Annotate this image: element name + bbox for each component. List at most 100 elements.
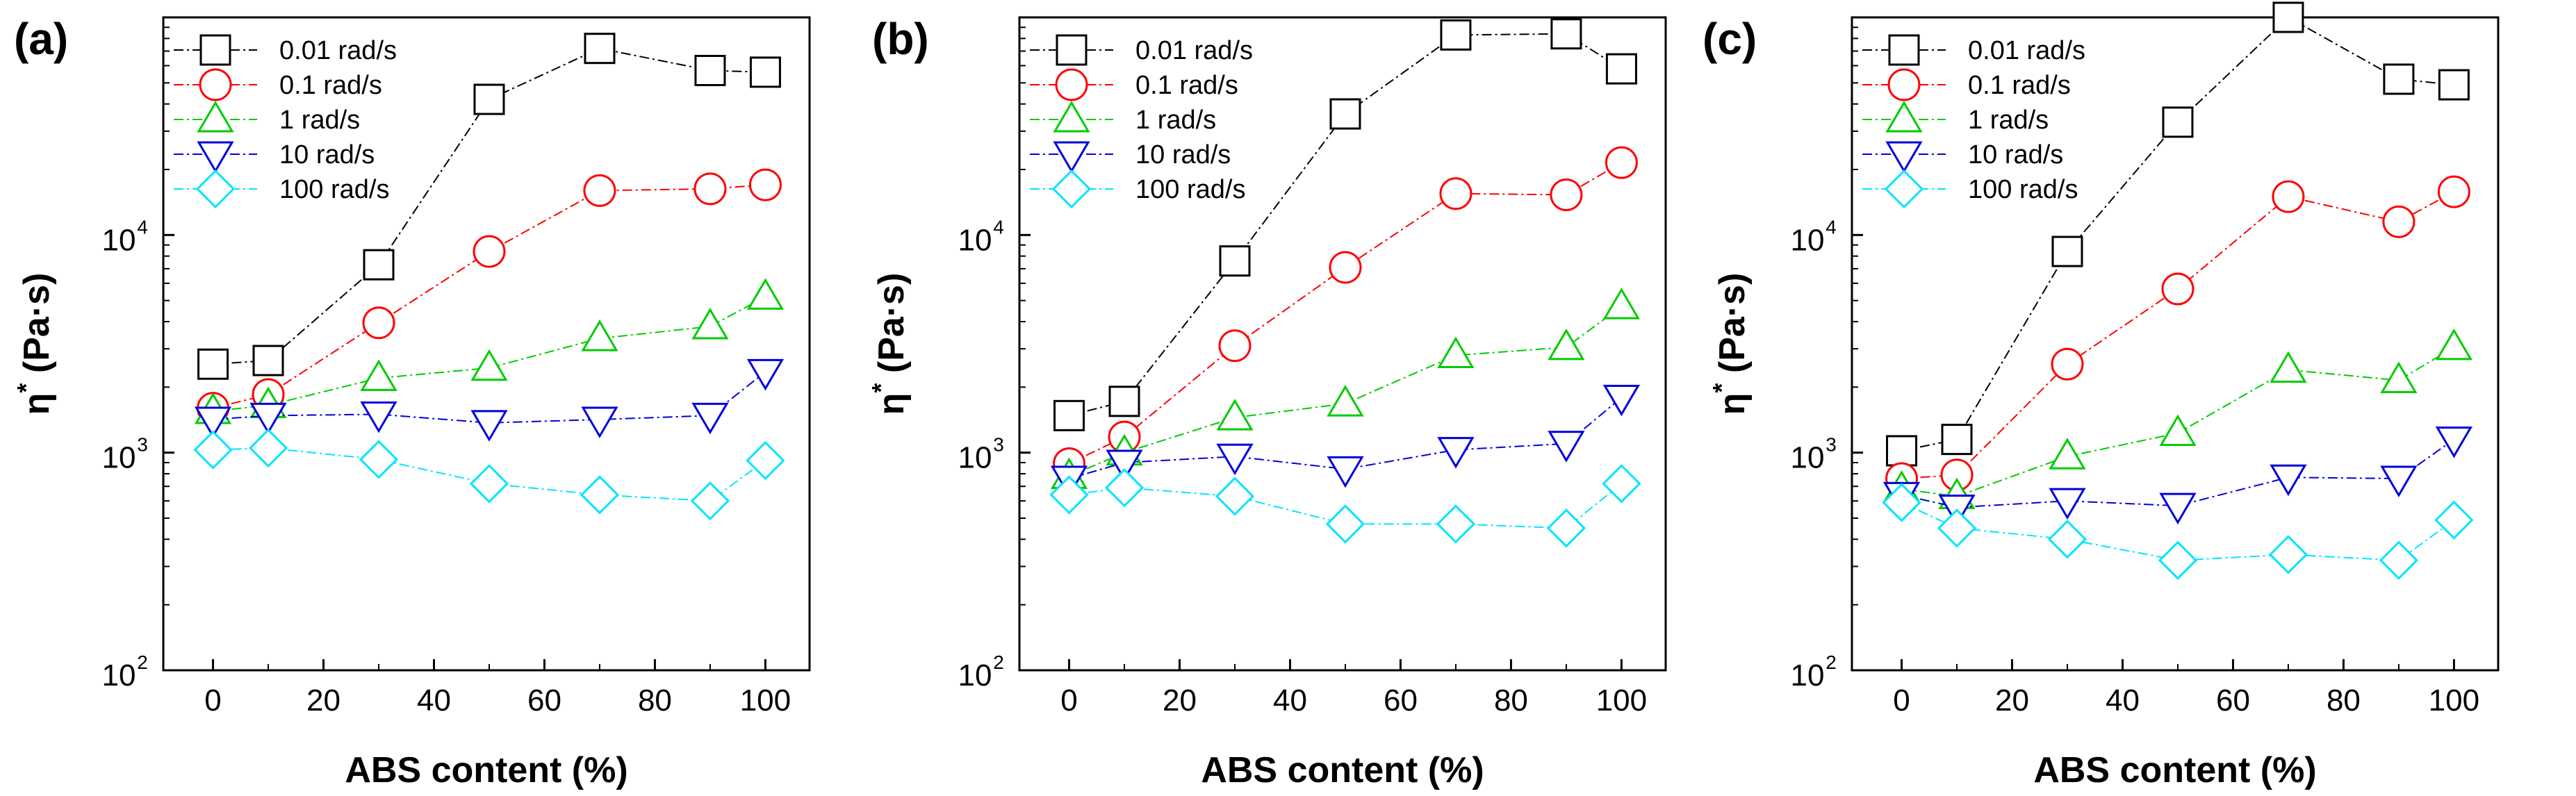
- series-triangle-up: [194, 278, 785, 424]
- y-tick-exponent: 3: [993, 434, 1004, 456]
- data-point: [2268, 535, 2308, 574]
- data-point: [1329, 98, 1361, 130]
- series-triangle-down: [1050, 384, 1641, 497]
- data-point: [691, 308, 729, 340]
- legend-entry: 100 rad/s: [174, 169, 389, 209]
- legend-entry: 10 rad/s: [1030, 140, 1231, 173]
- x-tick-label: 80: [638, 683, 672, 718]
- x-tick-label: 20: [1995, 683, 2029, 718]
- y-axis-title: η* (Pa·s): [1707, 273, 1753, 415]
- legend-label: 100 rad/s: [279, 175, 389, 204]
- legend-marker: [1885, 101, 1923, 133]
- data-point: [2270, 351, 2307, 383]
- data-point: [1436, 504, 1476, 544]
- data-point: [1325, 504, 1365, 544]
- data-point: [2158, 540, 2198, 580]
- x-tick-label: 0: [204, 683, 221, 718]
- data-point: [1053, 399, 1085, 431]
- legend-entry: 1 rad/s: [1030, 101, 1216, 135]
- y-tick-base: 10: [958, 223, 992, 257]
- legend-marker: [1887, 68, 1921, 101]
- x-tick-label: 0: [1060, 683, 1077, 718]
- data-point: [691, 402, 729, 435]
- data-point: [2162, 106, 2194, 138]
- legend-label: 10 rad/s: [279, 140, 375, 169]
- data-point: [1216, 399, 1254, 431]
- x-tick-label: 60: [527, 683, 561, 718]
- y-tick-label: 10 2: [102, 652, 148, 693]
- data-point: [746, 358, 785, 391]
- data-point: [2049, 438, 2086, 470]
- legend-marker: [197, 101, 234, 133]
- y-tick-base: 10: [958, 441, 992, 475]
- x-tick-label: 20: [306, 683, 341, 718]
- data-point: [2382, 205, 2415, 238]
- legend-label: 1 rad/s: [1135, 106, 1216, 135]
- data-point: [1602, 384, 1641, 417]
- y-axis-title-part: *: [12, 383, 40, 393]
- series-diamond: [1882, 483, 2474, 580]
- legend-marker: [1053, 101, 1090, 133]
- y-axis-title-part: (Pa·s): [1712, 273, 1753, 383]
- data-point: [2272, 180, 2305, 213]
- legend-label: 0.1 rad/s: [1135, 71, 1238, 100]
- legend-label: 1 rad/s: [1968, 106, 2049, 135]
- y-tick-label: 10 3: [102, 434, 148, 475]
- data-point: [1437, 437, 1475, 469]
- plot-frame: [1018, 16, 1667, 672]
- data-point: [1329, 251, 1362, 284]
- data-point: [1218, 329, 1252, 363]
- legend-label: 100 rad/s: [1968, 175, 2078, 204]
- panel-label: (c): [1703, 14, 1757, 64]
- x-tick-label: 80: [1494, 683, 1528, 718]
- data-point: [193, 430, 233, 470]
- legend-label: 10 rad/s: [1135, 140, 1231, 169]
- data-point: [1327, 385, 1364, 417]
- legend-entry: 0.01 rad/s: [1030, 34, 1253, 66]
- y-tick-exponent: 4: [137, 216, 148, 238]
- data-point: [2380, 465, 2418, 497]
- data-point: [583, 174, 616, 207]
- data-point: [1602, 288, 1641, 320]
- x-tick-label: 100: [2429, 683, 2479, 718]
- data-point: [2379, 540, 2419, 580]
- data-point: [694, 172, 727, 206]
- legend-label: 0.1 rad/s: [1968, 71, 2071, 100]
- y-axis-title-part: *: [867, 383, 895, 393]
- x-axis-title: ABS content (%): [2033, 750, 2316, 790]
- legend-label: 10 rad/s: [1968, 140, 2063, 169]
- data-point: [1937, 508, 1977, 548]
- y-tick-label: 10 4: [958, 216, 1004, 257]
- data-point: [2159, 414, 2197, 446]
- data-point: [470, 349, 508, 381]
- y-tick-label: 10 3: [1791, 434, 1837, 475]
- data-point: [746, 440, 785, 481]
- legend-entry: 1 rad/s: [1862, 101, 2049, 135]
- y-tick-exponent: 3: [137, 434, 148, 456]
- data-point: [690, 481, 730, 521]
- y-axis-title-part: *: [1707, 383, 1736, 393]
- plot-frame: [162, 16, 811, 672]
- data-point: [360, 401, 397, 433]
- y-tick-exponent: 4: [1826, 216, 1837, 238]
- data-point: [2049, 488, 2086, 520]
- data-point: [584, 33, 616, 65]
- legend-marker: [197, 141, 234, 173]
- legend-marker: [199, 34, 231, 66]
- legend-label: 1 rad/s: [279, 106, 360, 135]
- y-tick-exponent: 2: [137, 652, 148, 673]
- data-point: [1605, 146, 1638, 179]
- x-tick-label: 100: [1596, 683, 1647, 718]
- y-tick-exponent: 2: [1826, 652, 1837, 673]
- data-point: [2435, 328, 2473, 360]
- x-tick-label: 40: [1273, 683, 1307, 718]
- y-axis-title-part: (Pa·s): [871, 273, 912, 383]
- y-axis-title: η* (Pa·s): [12, 273, 58, 415]
- data-point: [2051, 235, 2083, 267]
- legend-marker: [1053, 141, 1090, 173]
- y-tick-exponent: 4: [993, 216, 1004, 238]
- legend-entry: 100 rad/s: [1030, 169, 1245, 209]
- y-tick-base: 10: [1791, 223, 1825, 257]
- legend-marker: [199, 68, 232, 101]
